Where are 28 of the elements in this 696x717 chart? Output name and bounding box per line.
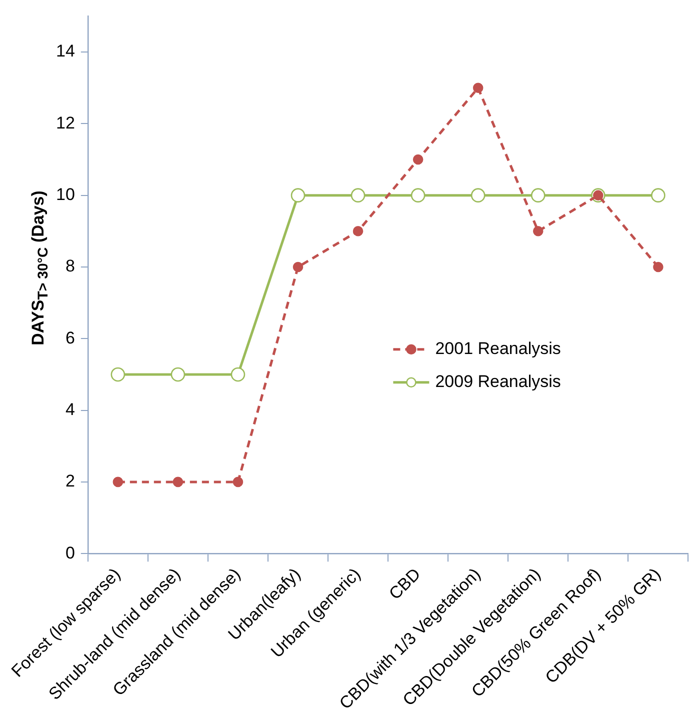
y-tick-label: 12 [56,113,75,132]
point [290,188,306,202]
point [292,262,304,272]
point [170,367,186,382]
y-tick-label: 8 [65,256,75,276]
legend-label: 2001 Reanalysis [435,339,561,358]
y-tick-label: 14 [56,42,75,61]
point [412,154,424,165]
y-tick-label: 2 [65,472,75,491]
point [651,188,666,202]
point [472,82,484,94]
point [112,476,124,488]
y-tick-label: 4 [65,400,75,419]
legend-label: 2009 Reanalysis [435,372,561,392]
point [232,476,244,488]
y-tick-label: 0 [65,543,75,562]
point [230,367,246,382]
point [410,188,426,202]
point [532,226,544,236]
point [350,188,366,202]
point [530,188,546,202]
point [653,262,664,272]
point [110,367,126,382]
y-tick-label: 6 [65,328,75,348]
point [172,476,184,488]
point [352,226,364,236]
point [470,188,486,202]
y-tick-label: 10 [56,185,75,204]
